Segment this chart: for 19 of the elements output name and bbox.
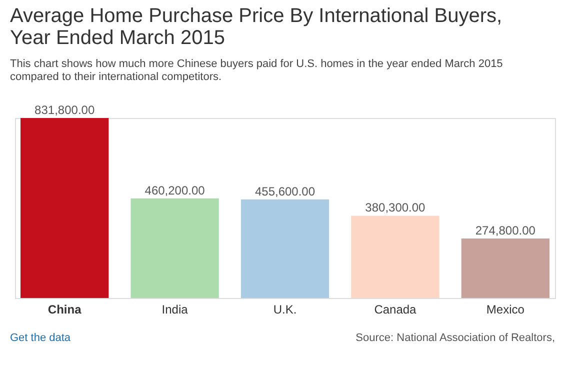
data-label: 274,800.00 <box>475 224 536 238</box>
data-label: 460,200.00 <box>144 183 206 198</box>
data-label: 831,800.00 <box>34 103 95 117</box>
data-label: 380,300.00 <box>365 200 426 215</box>
x-tick-label: Canada <box>374 302 417 316</box>
x-tick-label: China <box>48 302 82 316</box>
bar <box>20 118 109 298</box>
bar <box>351 216 440 298</box>
x-tick-label: U.K. <box>273 302 297 316</box>
bar <box>461 238 550 298</box>
bar <box>130 198 219 298</box>
chart-subtitle: This chart shows how much more Chinese buyers paid for U.S. homes in the year ended March 2015 compared to their international competitors. <box>10 58 503 83</box>
x-tick-label: Mexico <box>486 302 525 316</box>
x-tick-label: India <box>162 302 188 316</box>
chart-title: Average Home Purchase Price By International Buyers, Year Ended March 2015 <box>10 5 502 49</box>
bar <box>240 199 330 298</box>
text: Get the data <box>10 332 72 344</box>
data-label: 455,600.00 <box>254 184 316 198</box>
source-note: Source: National Association of Realtors, <box>356 332 555 344</box>
